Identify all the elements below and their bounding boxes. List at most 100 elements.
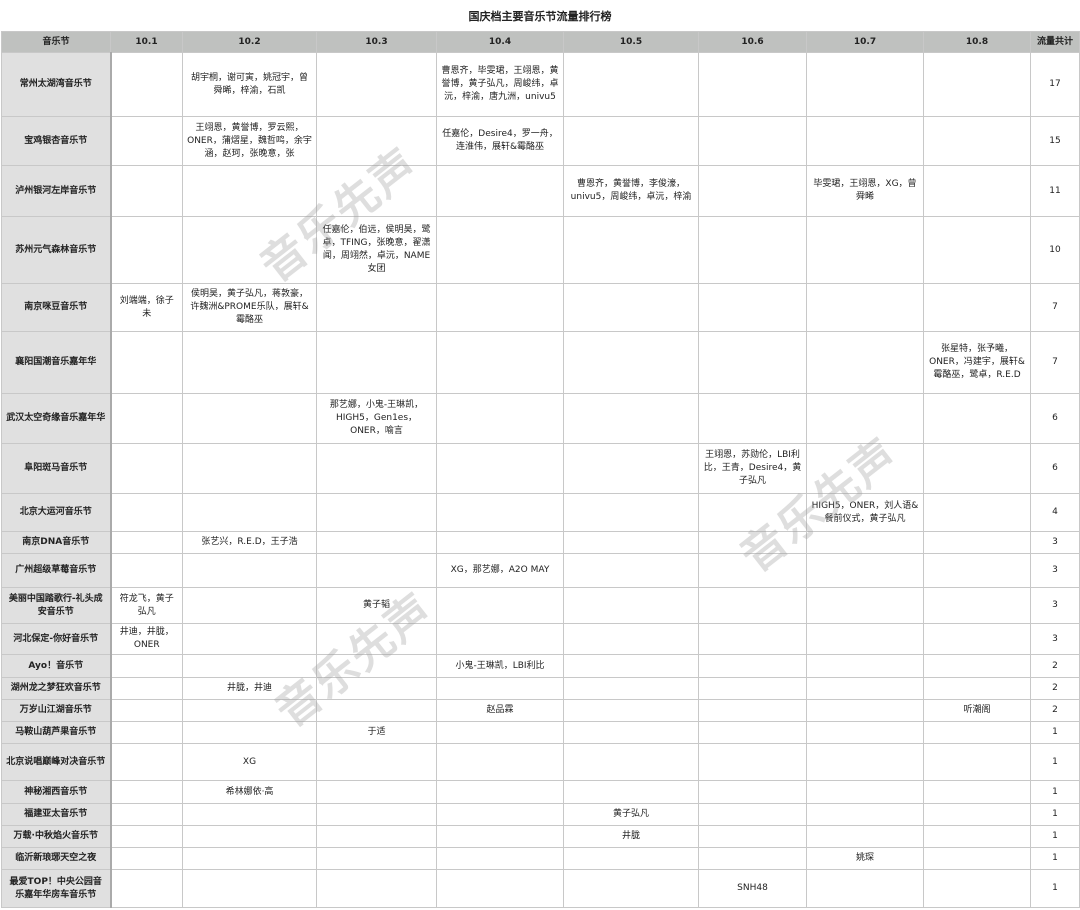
artist-cell	[698, 780, 807, 804]
total-count: 1	[1030, 780, 1080, 804]
total-count: 7	[1030, 283, 1080, 332]
artist-cell	[923, 623, 1031, 655]
artist-cell	[316, 553, 437, 588]
table-row: 南京DNA音乐节 张艺兴，R.E.D，王子浩 3	[1, 531, 1080, 554]
artist-cell	[806, 721, 924, 744]
artist-cell	[436, 331, 564, 394]
artist-cell: 毕雯珺，王翊恩，XG，曾舜晞	[806, 165, 924, 217]
artist-list: 黄子韬	[362, 600, 390, 610]
artist-cell	[923, 847, 1031, 870]
header-row: 音乐节 10.1 10.2 10.3 10.4 10.5 10.6 10.7 10.8 流量共计	[1, 31, 1080, 53]
total-count: 7	[1030, 331, 1080, 394]
table-row: 神秘湘西音乐节 希林娜依·高 1	[1, 780, 1080, 804]
festival-name: 苏州元气森林音乐节	[1, 216, 112, 284]
table-row: 常州太湖湾音乐节 胡宇桐，谢可寅，姚冠宇，曾舜晞，梓渝，石凯 曹恩齐，毕雯珺，王翊恩…	[1, 52, 1080, 117]
total-count: 4	[1030, 493, 1080, 532]
artist-cell	[923, 393, 1031, 444]
artist-list: 曹恩齐，毕雯珺，王翊恩，黄誉博，黄子弘凡，周峻纬，卓沅，梓渝，唐九洲，univu…	[441, 66, 559, 102]
artist-cell	[182, 331, 317, 394]
table-row: 宝鸡银杏音乐节 王翊恩，黄誉博，罗云熙，ONER，蒲熠星，魏哲鸣，余宇涵，赵珂，张…	[1, 116, 1080, 166]
artist-cell	[436, 803, 564, 826]
artist-list: 任嘉伦，伯远，侯明昊，鹭卓，TFING，张晚意，翟潇闻，周翊然，卓沅，NAME女…	[322, 225, 431, 274]
artist-cell	[316, 654, 437, 678]
artist-cell	[182, 553, 317, 588]
festival-name: 最爱TOP！中央公园音乐嘉年华房车音乐节	[1, 869, 112, 908]
total-count: 1	[1030, 825, 1080, 848]
total-count: 1	[1030, 721, 1080, 744]
artist-cell	[563, 699, 699, 722]
table-row: 临沂新琅琊天空之夜 姚琛 1	[1, 847, 1080, 870]
table-row: 苏州元气森林音乐节 任嘉伦，伯远，侯明昊，鹭卓，TFING，张晚意，翟潇闻，周翊然…	[1, 216, 1080, 284]
artist-cell	[806, 780, 924, 804]
artist-cell	[923, 803, 1031, 826]
table-row: 广州超级草莓音乐节 XG，那艺娜，A2O MAY 3	[1, 553, 1080, 588]
table-row: 河北保定-你好音乐节 井迪，井胧，ONER 3	[1, 623, 1080, 655]
artist-cell	[923, 780, 1031, 804]
artist-cell	[316, 743, 437, 781]
artist-cell	[110, 531, 183, 554]
artist-cell	[110, 847, 183, 870]
total-count: 1	[1030, 847, 1080, 870]
artist-cell	[698, 116, 807, 166]
column-header: 10.6	[698, 31, 807, 53]
artist-cell: 胡宇桐，谢可寅，姚冠宇，曾舜晞，梓渝，石凯	[182, 52, 317, 117]
artist-cell	[806, 869, 924, 908]
artist-cell: 任嘉伦，伯远，侯明昊，鹭卓，TFING，张晚意，翟潇闻，周翊然，卓沅，NAME女…	[316, 216, 437, 284]
artist-cell	[806, 331, 924, 394]
artist-cell	[436, 847, 564, 870]
column-header: 流量共计	[1030, 31, 1080, 53]
artist-cell: 那艺娜，小鬼-王琳凯，HIGH5，Gen1es，ONER，喻言	[316, 393, 437, 444]
artist-cell	[110, 393, 183, 444]
total-count: 3	[1030, 553, 1080, 588]
artist-cell	[316, 531, 437, 554]
artist-list: 王翊恩，苏勋伦，LBI利比，王青，Desire4，黄子弘凡	[703, 450, 802, 486]
table-row: 湖州龙之梦狂欢音乐节 井胧，井迪 2	[1, 677, 1080, 700]
artist-list: 于适	[367, 727, 386, 737]
artist-cell	[563, 847, 699, 870]
artist-cell: 于适	[316, 721, 437, 744]
artist-cell	[923, 443, 1031, 494]
artist-list: 姚琛	[855, 853, 874, 863]
artist-cell	[436, 780, 564, 804]
artist-cell	[923, 587, 1031, 624]
festival-name: 宝鸡银杏音乐节	[1, 116, 112, 166]
artist-cell	[436, 283, 564, 332]
artist-cell: 刘端端，徐子未	[110, 283, 183, 332]
festival-name: 北京说唱巅峰对决音乐节	[1, 743, 112, 781]
total-count: 17	[1030, 52, 1080, 117]
artist-cell	[563, 443, 699, 494]
artist-cell: 姚琛	[806, 847, 924, 870]
artist-list: 黄子弘凡	[612, 809, 649, 819]
artist-list: 曹恩齐，黄誉博，李俊濠，univu5，周峻纬，卓沅，梓渝	[570, 179, 692, 202]
artist-cell	[182, 623, 317, 655]
artist-cell	[182, 443, 317, 494]
artist-cell	[182, 721, 317, 744]
artist-cell	[563, 743, 699, 781]
artist-cell	[806, 623, 924, 655]
artist-cell	[316, 825, 437, 848]
table-row: 武汉太空奇缘音乐嘉年华 那艺娜，小鬼-王琳凯，HIGH5，Gen1es，ONER，…	[1, 393, 1080, 444]
artist-list: 听潮阁	[963, 705, 991, 715]
artist-cell	[316, 803, 437, 826]
festival-name: 万载·中秋焰火音乐节	[1, 825, 112, 848]
artist-cell	[316, 331, 437, 394]
artist-cell	[698, 216, 807, 284]
festival-name: 广州超级草莓音乐节	[1, 553, 112, 588]
artist-list: XG，那艺娜，A2O MAY	[450, 565, 550, 575]
artist-cell	[698, 331, 807, 394]
table-row: 万岁山江湖音乐节 赵品霖 听潮阁 2	[1, 699, 1080, 722]
festival-name: Ayo！音乐节	[1, 654, 112, 678]
artist-cell	[923, 721, 1031, 744]
artist-list: 那艺娜，小鬼-王琳凯，HIGH5，Gen1es，ONER，喻言	[329, 400, 424, 436]
artist-cell	[110, 699, 183, 722]
artist-cell	[316, 869, 437, 908]
column-header: 音乐节	[1, 31, 111, 53]
artist-list: 毕雯珺，王翊恩，XG，曾舜晞	[813, 179, 917, 202]
artist-cell	[806, 699, 924, 722]
artist-list: 任嘉伦，Desire4，罗一舟，连淮伟，展轩&霉酪巫	[442, 129, 558, 152]
artist-cell	[436, 216, 564, 284]
table-row: Ayo！音乐节 小鬼-王琳凯，LBI利比 2	[1, 654, 1080, 678]
total-count: 2	[1030, 677, 1080, 700]
artist-cell	[698, 847, 807, 870]
artist-cell	[806, 443, 924, 494]
